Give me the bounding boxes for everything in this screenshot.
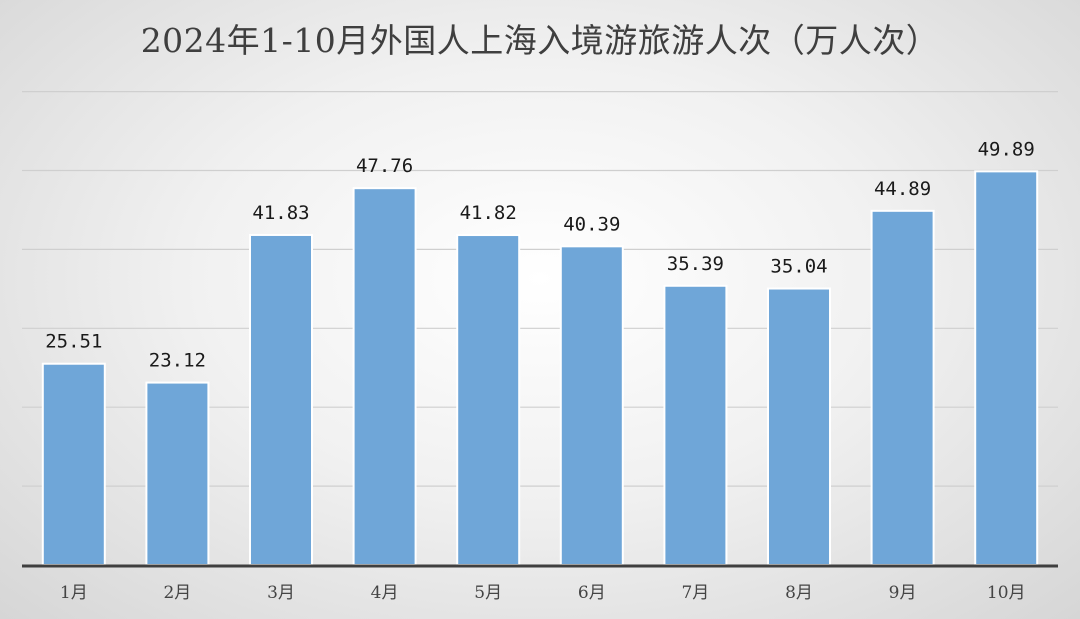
bar-2 [145,381,210,566]
x-tick-label-8: 8月 [785,583,813,603]
x-axis-tick-labels: 1月 2月 3月 4月 5月 6月 7月 8月 9月 10月 [60,583,1026,603]
data-label-6: 40.39 [563,213,620,235]
bars [41,170,1039,567]
data-label-4: 47.76 [356,155,413,177]
data-label-3: 41.83 [252,202,309,224]
bar-5 [456,234,521,567]
bar-4 [352,187,417,566]
data-label-9: 44.89 [874,178,931,200]
x-tick-label-2: 2月 [163,583,191,603]
x-tick-label-5: 5月 [474,583,502,603]
x-tick-label-9: 9月 [889,583,917,603]
data-label-5: 41.82 [460,202,517,224]
x-tick-label-1: 1月 [60,583,88,603]
data-label-8: 35.04 [770,256,827,278]
bar-10 [974,170,1039,567]
bar-9 [870,209,935,566]
bar-6 [559,245,624,566]
x-tick-label-4: 4月 [371,583,399,603]
x-tick-label-7: 7月 [681,583,709,603]
bar-7 [663,284,728,566]
bar-3 [249,233,313,566]
chart-title: 2024年1-10月外国人上海入境游旅游人次（万人次） [140,21,940,60]
bar-1 [41,362,106,566]
data-label-1: 25.51 [45,331,102,353]
x-tick-label-3: 3月 [267,583,295,603]
x-tick-label-6: 6月 [578,583,606,603]
data-label-7: 35.39 [667,253,724,275]
x-tick-label-10: 10月 [987,583,1026,603]
data-labels: 25.51 23.12 41.83 47.76 41.82 40.39 35.39 35.04… [45,138,1035,371]
bar-8 [767,287,831,566]
data-label-2: 23.12 [149,350,206,372]
data-label-10: 49.89 [978,138,1035,160]
